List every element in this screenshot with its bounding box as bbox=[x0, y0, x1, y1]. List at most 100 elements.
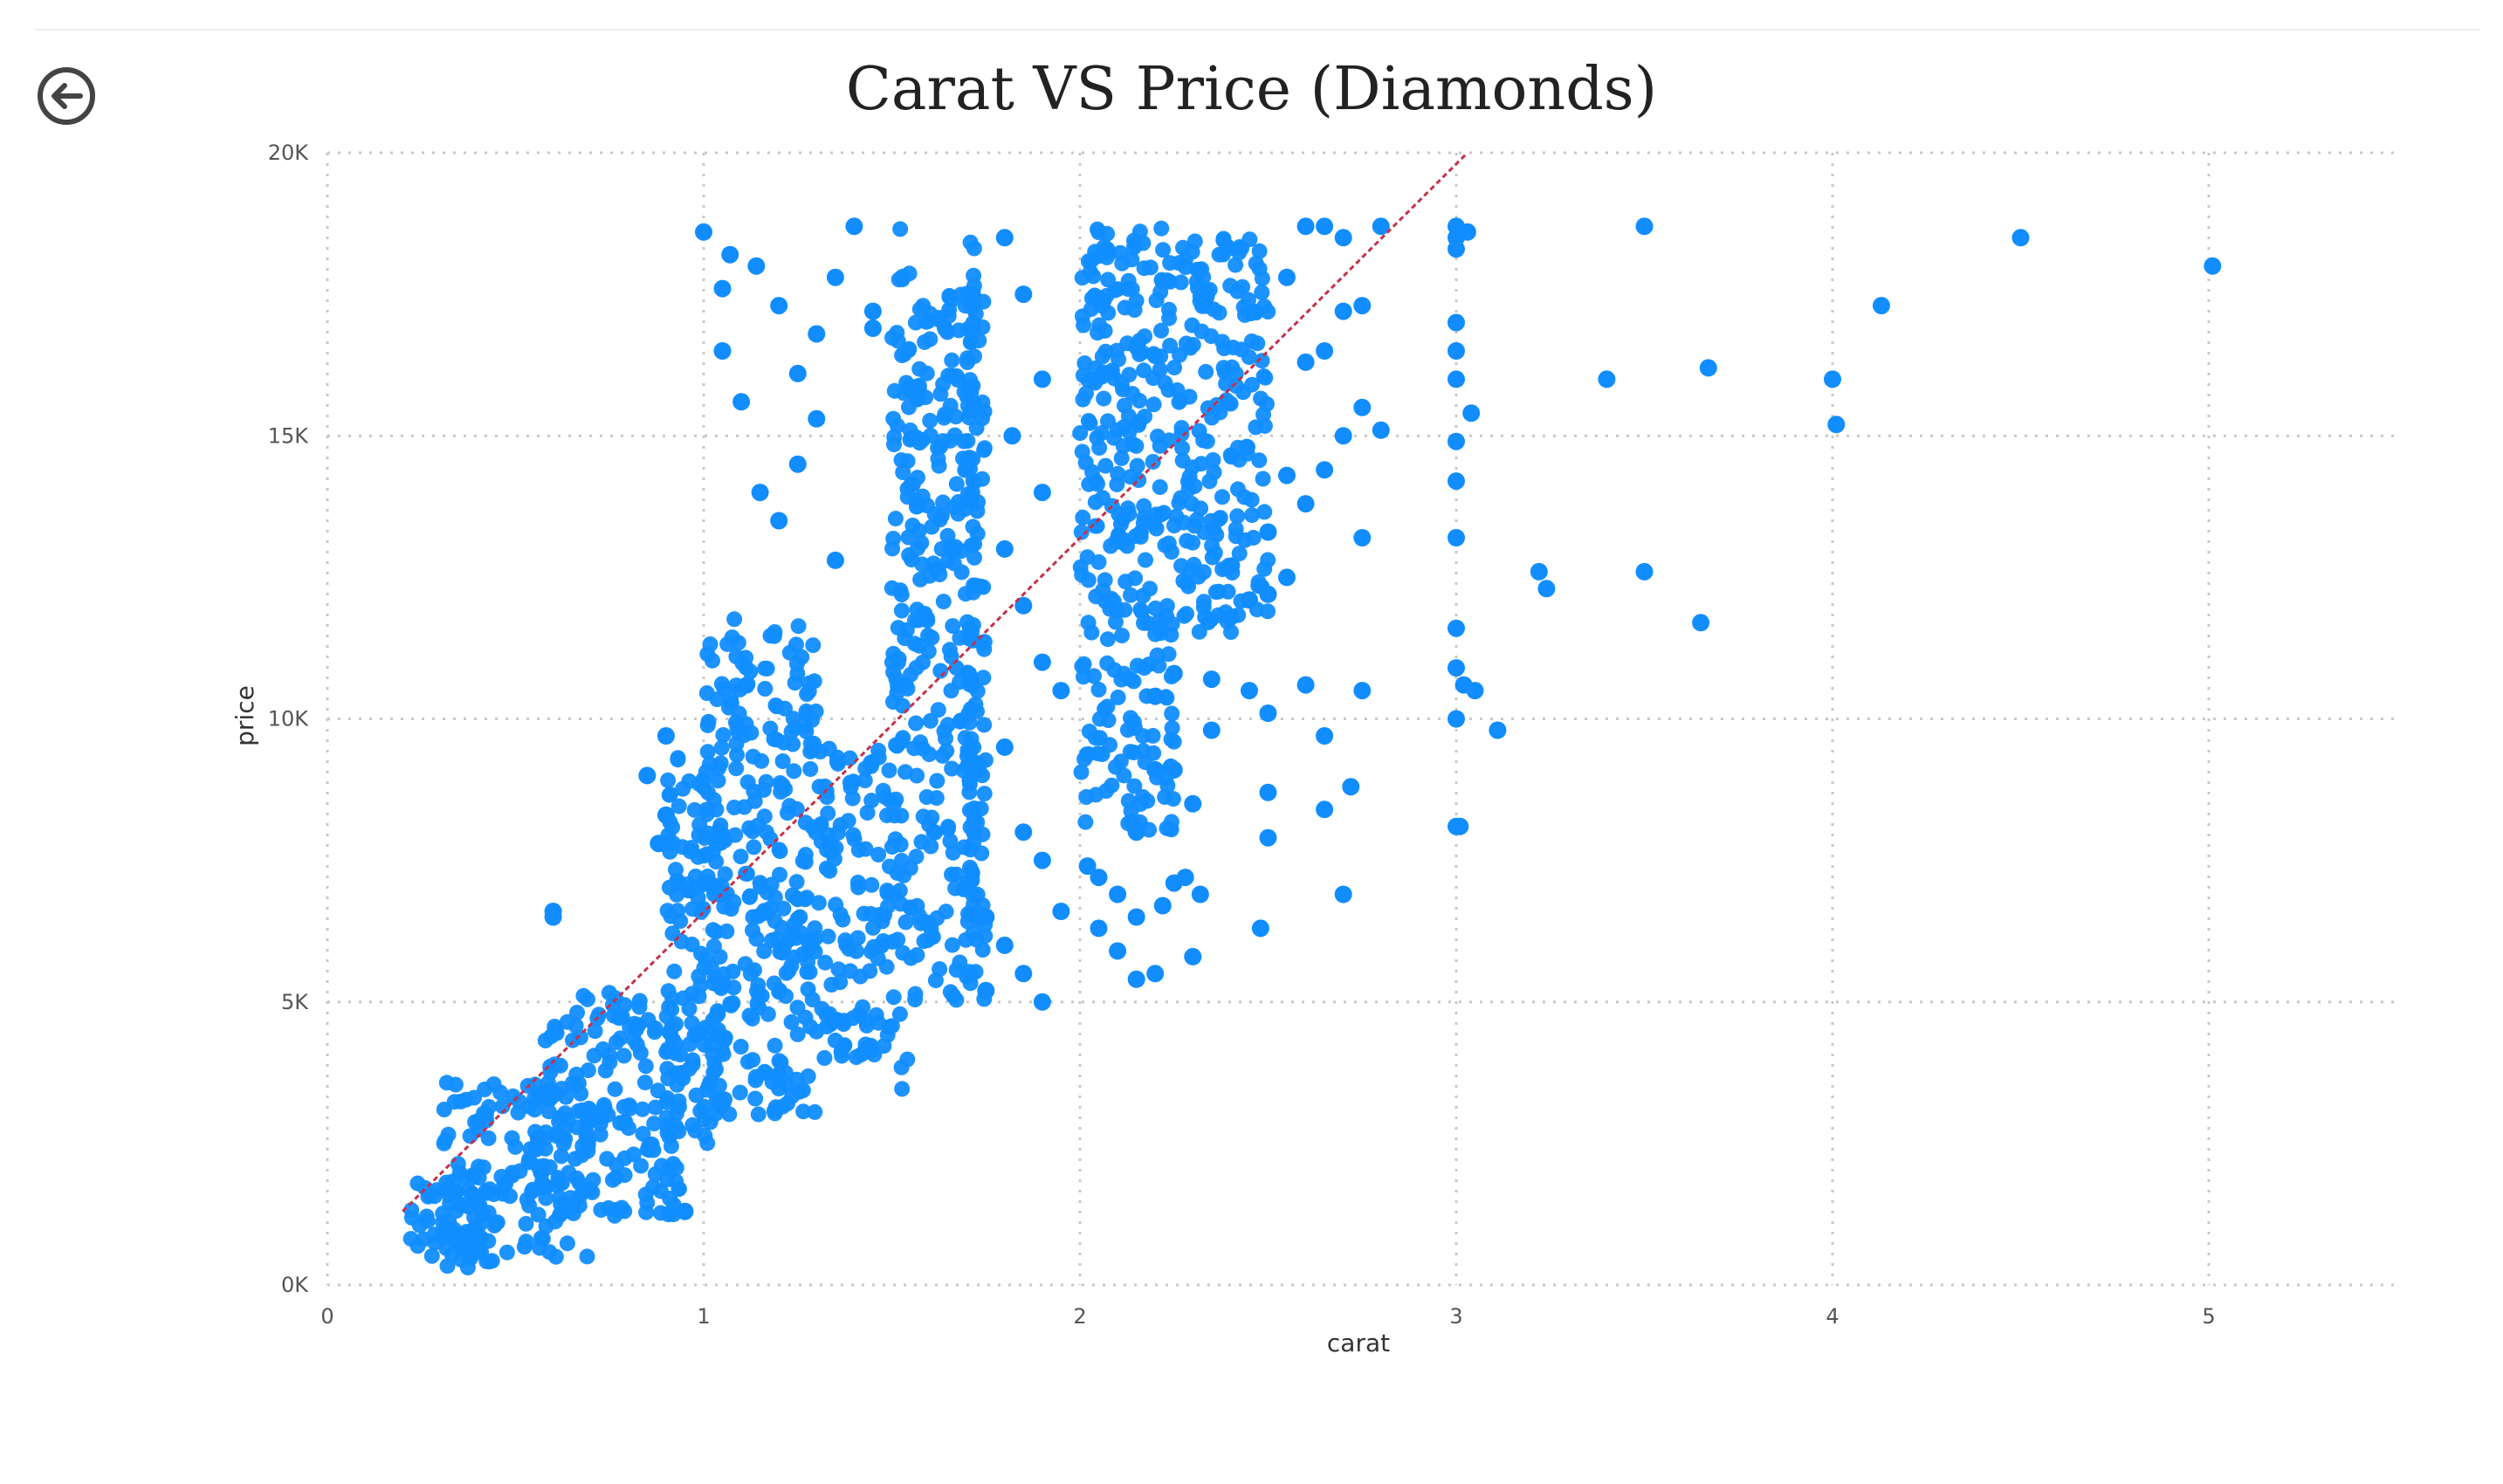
scatter-point bbox=[790, 618, 807, 635]
back-arrow-circle-icon[interactable] bbox=[35, 65, 98, 127]
scatter-point bbox=[1113, 375, 1130, 392]
scatter-point bbox=[1090, 325, 1106, 341]
scatter-point bbox=[464, 1167, 481, 1184]
scatter-point bbox=[856, 773, 873, 788]
scatter-point bbox=[615, 1099, 632, 1115]
scatter-point bbox=[786, 763, 802, 780]
scatter-point bbox=[924, 629, 940, 646]
scatter-point bbox=[635, 1125, 651, 1142]
scatter-point bbox=[1180, 481, 1197, 498]
scatter-point bbox=[696, 1098, 712, 1115]
scatter-point bbox=[1157, 374, 1173, 391]
scatter-point bbox=[590, 1007, 607, 1023]
scatter-point bbox=[668, 1065, 684, 1082]
scatter-point bbox=[615, 1048, 632, 1064]
scatter-point bbox=[1166, 733, 1182, 750]
scatter-point bbox=[1120, 408, 1137, 424]
scatter-point bbox=[855, 999, 871, 1015]
scatter-point bbox=[922, 427, 939, 443]
scatter-point bbox=[810, 895, 827, 911]
scatter-point bbox=[836, 1038, 852, 1054]
scatter-point bbox=[767, 913, 783, 930]
scatter-point bbox=[977, 981, 995, 1000]
scatter-point bbox=[1108, 614, 1124, 630]
scatter-point bbox=[1100, 305, 1117, 321]
scatter-point bbox=[595, 1096, 612, 1113]
scatter-point bbox=[966, 240, 982, 257]
scatter-point bbox=[418, 1208, 435, 1225]
scatter-point bbox=[512, 1163, 528, 1179]
scatter-point bbox=[1205, 452, 1221, 468]
scatter-point bbox=[940, 308, 957, 324]
scatter-point bbox=[1334, 229, 1352, 247]
scatter-point bbox=[1119, 281, 1136, 297]
scatter-point bbox=[423, 1187, 439, 1204]
scatter-point bbox=[1033, 653, 1051, 671]
scatter-point bbox=[944, 760, 960, 777]
scatter-point bbox=[1146, 965, 1165, 983]
scatter-point bbox=[499, 1244, 515, 1261]
scatter-point bbox=[1132, 601, 1149, 618]
scatter-point bbox=[966, 395, 983, 412]
scatter-point bbox=[1121, 505, 1138, 522]
scatter-point bbox=[757, 660, 774, 677]
scatter-point bbox=[745, 922, 760, 938]
scatter-point bbox=[1108, 533, 1124, 550]
scatter-point bbox=[1229, 508, 1246, 525]
scatter-point bbox=[1165, 664, 1183, 683]
scatter-point bbox=[1127, 908, 1145, 926]
scatter-point bbox=[745, 1052, 761, 1068]
scatter-point bbox=[995, 936, 1014, 954]
scatter-point bbox=[1014, 965, 1033, 983]
scatter-point bbox=[944, 937, 960, 953]
scatter-point bbox=[1074, 308, 1090, 325]
scatter-point bbox=[1080, 615, 1097, 631]
scatter-point bbox=[884, 540, 901, 557]
scatter-point bbox=[435, 1206, 451, 1222]
scatter-point bbox=[496, 1177, 512, 1193]
scatter-point bbox=[1447, 710, 1465, 728]
trend-line-group bbox=[402, 151, 1468, 1213]
scatter-point bbox=[966, 739, 982, 756]
scatter-point bbox=[1216, 364, 1233, 381]
scatter-point bbox=[1174, 440, 1191, 457]
scatter-point bbox=[920, 643, 937, 660]
scatter-point bbox=[646, 1116, 663, 1132]
scatter-point bbox=[826, 551, 844, 569]
scatter-point bbox=[835, 1016, 852, 1033]
scatter-point bbox=[800, 981, 816, 998]
scatter-point bbox=[1202, 670, 1221, 689]
scatter-point bbox=[569, 1005, 585, 1020]
scatter-point bbox=[1124, 386, 1141, 402]
scatter-point bbox=[995, 738, 1014, 756]
scatter-point bbox=[930, 702, 946, 718]
scatter-point bbox=[871, 906, 888, 923]
scatter-point bbox=[732, 393, 751, 411]
scatter-point bbox=[1530, 562, 1548, 581]
scatter-point bbox=[1073, 764, 1090, 780]
scatter-point bbox=[885, 694, 901, 710]
scatter-point bbox=[966, 278, 982, 294]
scatter-point bbox=[1090, 919, 1108, 938]
scatter-point bbox=[746, 839, 762, 855]
y-tick-label: 0K bbox=[281, 1273, 309, 1297]
scatter-point bbox=[976, 634, 993, 650]
scatter-point bbox=[1179, 574, 1195, 591]
scatter-point bbox=[657, 806, 675, 824]
scatter-point bbox=[894, 1081, 911, 1097]
scatter-point bbox=[1447, 370, 1465, 388]
scatter-point bbox=[1278, 268, 1296, 286]
scatter-point bbox=[995, 229, 1014, 247]
scatter-point bbox=[925, 824, 942, 841]
scatter-point bbox=[1166, 360, 1183, 376]
scatter-point bbox=[1142, 581, 1158, 597]
scatter-point bbox=[802, 761, 819, 777]
y-tick-label: 20K bbox=[268, 141, 310, 165]
scatter-point bbox=[562, 1190, 579, 1206]
scatter-point bbox=[959, 354, 975, 370]
scatter-point bbox=[699, 744, 716, 760]
scatter-point bbox=[881, 762, 897, 779]
scatter-point bbox=[1342, 778, 1360, 796]
scatter-point bbox=[1176, 869, 1194, 887]
scatter-point bbox=[1081, 476, 1097, 492]
